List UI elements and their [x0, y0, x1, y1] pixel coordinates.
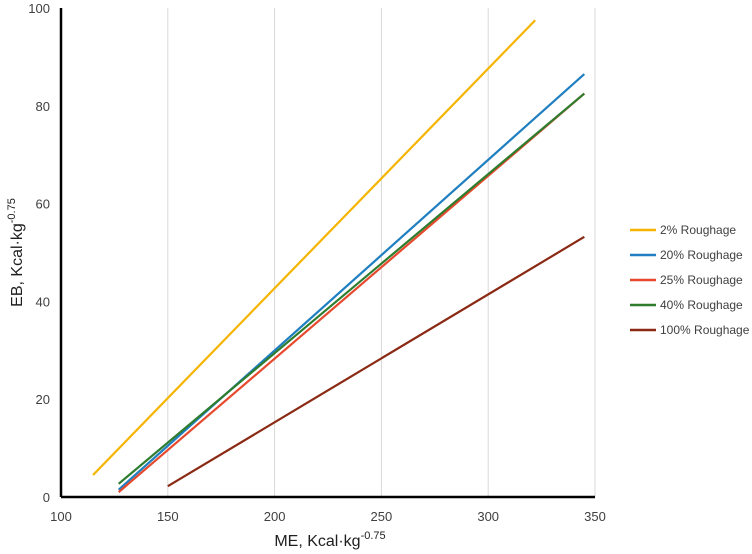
legend-label-3: 25% Roughage: [660, 273, 743, 287]
series-lines: [92, 19, 586, 493]
legend-label-4: 40% Roughage: [660, 298, 743, 312]
x-tick-label-350: 350: [584, 509, 606, 524]
vertical-gridlines: [167, 8, 596, 497]
x-tick-label-100: 100: [50, 509, 72, 524]
x-tick-label-200: 200: [264, 509, 286, 524]
y-tick-label-20: 20: [36, 392, 50, 407]
x-axis-title-exponent: -0.75: [361, 530, 386, 542]
y-tick-label-0: 0: [43, 490, 50, 505]
y-tick-label-100: 100: [28, 1, 50, 16]
legend-label-2: 20% Roughage: [660, 248, 743, 262]
y-tick-label-40: 40: [36, 294, 50, 309]
series-line-4: [117, 92, 586, 485]
y-axis-title-base: EB, Kcal·kg: [9, 223, 26, 307]
chart-axes: [59, 8, 595, 499]
y-axis-title-exponent: -0.75: [6, 198, 18, 223]
series-line-1: [92, 19, 536, 476]
y-tick-labels: 0 20 40 60 80 100: [28, 1, 50, 505]
series-line-5: [167, 235, 585, 488]
y-axis-title: EB, Kcal·kg-0.75: [6, 198, 26, 307]
x-tick-label-250: 250: [371, 509, 393, 524]
series-line-2: [117, 73, 586, 491]
x-axis-title-base: ME, Kcal·kg: [274, 533, 360, 550]
x-tick-labels: 100 150 200 250 300 350: [50, 509, 606, 524]
y-tick-label-60: 60: [36, 197, 50, 212]
x-axis-title: ME, Kcal·kg-0.75: [274, 530, 385, 550]
y-tick-label-80: 80: [36, 99, 50, 114]
x-tick-label-300: 300: [477, 509, 499, 524]
legend-label-5: 100% Roughage: [660, 323, 750, 337]
legend: 2% Roughage 20% Roughage 25% Roughage 40% R…: [630, 223, 750, 337]
legend-label-1: 2% Roughage: [660, 223, 736, 237]
x-tick-label-150: 150: [157, 509, 179, 524]
